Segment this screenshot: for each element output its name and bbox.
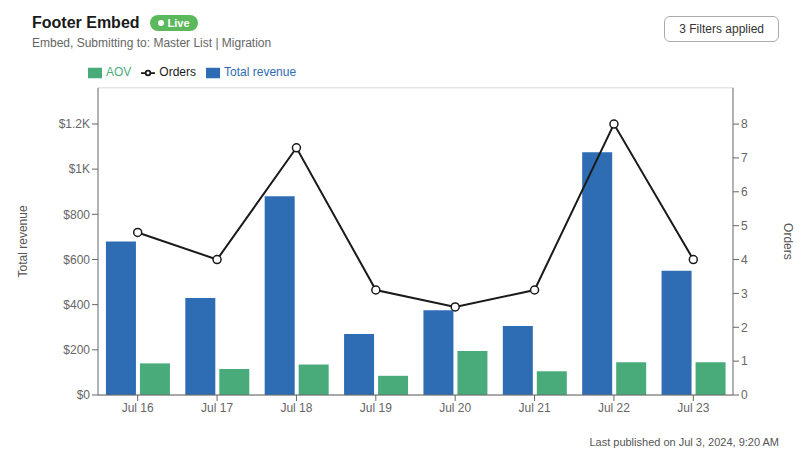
svg-text:$1K: $1K	[69, 162, 90, 176]
svg-text:8: 8	[741, 117, 748, 131]
svg-text:4: 4	[741, 253, 748, 267]
svg-text:Jul 18: Jul 18	[280, 401, 312, 415]
svg-text:Jul 20: Jul 20	[439, 401, 471, 415]
svg-text:$200: $200	[63, 343, 90, 357]
svg-text:7: 7	[741, 151, 748, 165]
html-text:Embed, Submitting to: Master L: Embed, Submitting to: Master List | Migr…	[32, 36, 272, 50]
svg-text:0: 0	[741, 388, 748, 402]
svg-text:$0: $0	[77, 388, 91, 402]
html-text:Total revenue: Total revenue	[224, 65, 297, 79]
svg-text:Jul 17: Jul 17	[201, 401, 233, 415]
svg-text:$400: $400	[63, 298, 90, 312]
html-text:Last published on Jul 3, 2024,: Last published on Jul 3, 2024, 9:20 AM	[589, 436, 779, 448]
svg-text:5: 5	[741, 219, 748, 233]
html-text:AOV: AOV	[106, 65, 132, 79]
svg-text:2: 2	[741, 321, 748, 335]
svg-text:3: 3	[741, 287, 748, 301]
svg-text:$1.2K: $1.2K	[59, 117, 90, 131]
svg-text:$800: $800	[63, 208, 90, 222]
svg-text:Jul 23: Jul 23	[677, 401, 709, 415]
svg-text:Jul 19: Jul 19	[360, 401, 392, 415]
html-text:Footer Embed: Footer Embed	[32, 14, 140, 31]
svg-text:Orders: Orders	[781, 223, 795, 260]
svg-text:1: 1	[741, 354, 748, 368]
html-text:Orders: Orders	[159, 65, 196, 79]
html-text:Live: Live	[167, 17, 190, 29]
html-text:3 Filters applied: 3 Filters applied	[679, 22, 764, 36]
svg-text:Jul 22: Jul 22	[598, 401, 630, 415]
svg-text:$600: $600	[63, 253, 90, 267]
svg-text:Total revenue: Total revenue	[16, 205, 30, 277]
svg-text:Jul 16: Jul 16	[122, 401, 154, 415]
svg-text:6: 6	[741, 185, 748, 199]
svg-text:Jul 21: Jul 21	[519, 401, 551, 415]
